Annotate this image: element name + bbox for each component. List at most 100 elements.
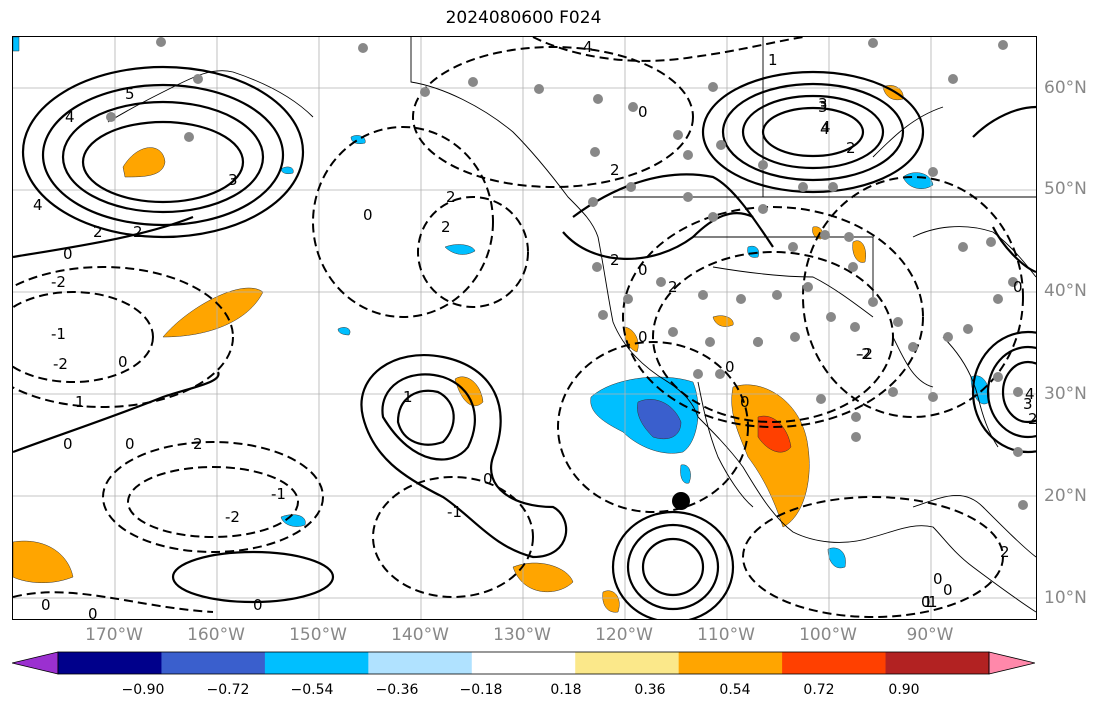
colorbar-tick-label: 0.54 [719,682,751,698]
contour-value-label: -1 [271,485,286,503]
contour-value-label: 2 [133,223,143,241]
contour-value-label: 2 [610,251,620,269]
colorbar-tick-label: 0.72 [803,682,835,698]
contour-value-label: 1 [768,51,778,69]
contour-value-label: 0 [63,245,73,263]
lat-label-20n: 20°N [1044,486,1087,506]
contour-value-label: 1 [928,593,938,611]
colorbar-segment [471,652,576,674]
contour-value-label: 0 [638,261,648,279]
contour-value-label: 4 [821,118,831,136]
solid-contours [13,65,1036,619]
contour-value-label: -1 [51,325,66,343]
contour-value-label: -2 [51,273,66,291]
contour-value-label: 4 [65,108,75,126]
contour-value-label: 4 [33,196,43,214]
lon-label-160w: 160°W [187,625,245,645]
contour-value-label: 3 [1023,395,1033,413]
contour-value-label: -2 [856,345,871,363]
contour-value-label: -2 [53,355,68,373]
contour-value-label: 2 [1000,543,1010,561]
contour-value-label: 2 [668,278,678,296]
contour-value-label: 0 [638,328,648,346]
contour-value-label: 3 [818,95,828,113]
contour-value-label: 2 [193,435,203,453]
contour-value-label: 5 [125,85,135,103]
contour-value-label: 2 [93,223,103,241]
contour-value-label: 0 [363,206,373,224]
contour-value-label: 1 [923,593,933,611]
contour-value-label: 0 [41,596,51,614]
contour-value-label: 0 [118,353,128,371]
contour-value-label: 2 [441,218,451,236]
colorbar-segment [885,652,990,674]
map-title: 2024080600 F024 [445,8,602,28]
lat-label-60n: 60°N [1044,78,1087,98]
lat-label-50n: 50°N [1044,179,1087,199]
colorbar [12,651,1035,675]
colorbar-extend-max [988,651,1035,675]
lon-label-150w: 150°W [289,625,347,645]
contour-value-label: 0 [740,393,750,411]
colorbar-segment [782,652,887,674]
colorbar-tick-label: −0.36 [375,682,419,698]
station-dots [106,37,1028,510]
colorbar-tick-label: −0.18 [459,682,503,698]
contour-value-label: 2 [846,139,856,157]
contour-value-label: 4 [583,38,593,56]
colorbar-tick-label: 0.90 [888,682,920,698]
graticule [13,37,1036,619]
lon-label-100w: 100°W [799,625,857,645]
colorbar-frame [57,651,990,675]
contour-value-label: 3 [818,98,828,116]
colorbar-segment [161,652,266,674]
colorbar-tick-label: −0.90 [121,682,165,698]
contour-value-label: 0 [921,593,931,611]
lon-label-140w: 140°W [391,625,449,645]
contour-value-label: -2 [225,508,240,526]
lon-label-130w: 130°W [493,625,551,645]
contour-value-label: 2 [610,161,620,179]
lat-label-10n: 10°N [1044,588,1087,608]
contour-value-label: 2 [1028,410,1036,428]
lat-label-30n: 30°N [1044,384,1087,404]
colorbar-segment [368,652,473,674]
lon-label-170w: 170°W [85,625,143,645]
contour-value-label: 0 [483,470,493,488]
storm-center-marker [672,492,690,510]
contour-value-label: 4 [1025,385,1035,403]
colorbar-extend-min [12,651,59,675]
contour-value-label: 0 [638,103,648,121]
contour-value-label: 0 [125,435,135,453]
contour-value-label: 4 [820,120,830,138]
map-panel: 4 1 0 3 4 2 5 4 3 2 2 0 4 2 -2 -1 -2 0 1 0 2 0 -2 2 0 2 -1 1 0 -1 0 0 0 3… [12,36,1037,620]
contour-value-label: 0 [943,581,953,599]
contour-value-label: -1 [447,503,462,521]
colorbar-tick-label: −0.72 [206,682,250,698]
dashed-contours [13,37,1024,618]
colorbar-segment [58,652,162,674]
lon-label-110w: 110°W [697,625,755,645]
contour-value-label: 0 [63,435,73,453]
contour-value-label: 0 [1013,278,1023,296]
contour-value-label: 0 [725,358,735,376]
negative-anomaly-shading [13,37,990,569]
colorbar-segment [575,652,680,674]
contour-value-label: -2 [858,345,873,363]
lat-label-40n: 40°N [1044,281,1087,301]
lon-label-120w: 120°W [595,625,653,645]
colorbar-tick-label: 0.18 [550,682,582,698]
lon-label-90w: 90°W [906,625,954,645]
colorbar-segment [264,652,369,674]
colorbar-tick-label: 0.36 [634,682,666,698]
contour-value-label: 0 [88,605,98,619]
contour-value-label: 2 [446,188,456,206]
contour-value-label: 1 [403,388,413,406]
colorbar-segment [678,652,783,674]
colorbar-tick-label: −0.54 [290,682,334,698]
contour-value-label: 1 [75,393,85,411]
contour-value-label: 3 [228,171,238,189]
positive-anomaly-shading [13,85,904,613]
